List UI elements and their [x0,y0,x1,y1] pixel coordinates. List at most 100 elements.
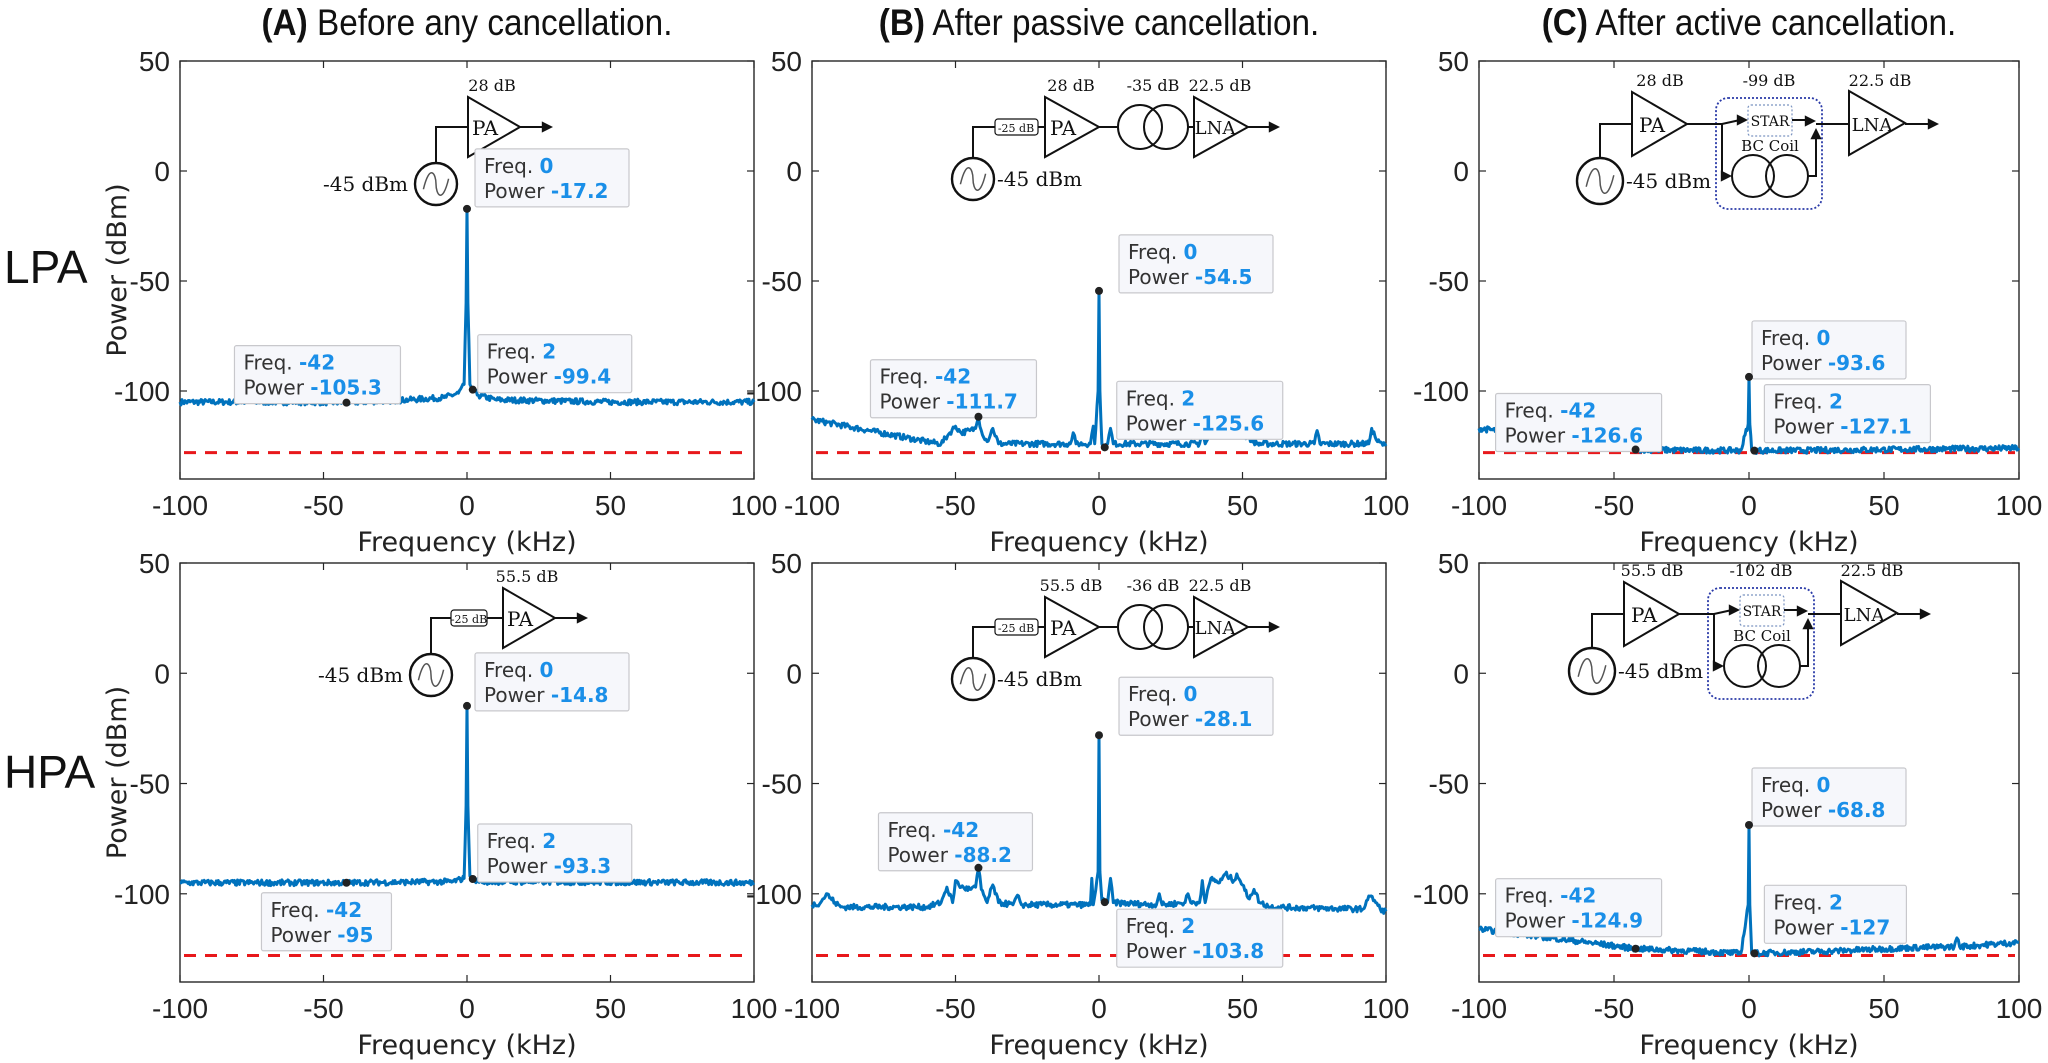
row-label-hpa: HPA [4,746,96,798]
datatip-power-value: -88.2 [954,843,1012,867]
source-level-label: -45 dBm [1626,169,1711,193]
datatip-marker [1100,898,1109,907]
y-tick-label: -100 [746,376,802,407]
datatip-power-label: Power [1126,939,1193,963]
datatip-power: Power -105.3 [243,376,381,400]
datatip-power-value: -68.8 [1828,798,1886,822]
x-tick-label: -100 [1451,993,1507,1024]
datatip-freq: Freq. 2 [1126,914,1195,938]
y-tick-label: -50 [762,266,802,297]
x-axis-label: Frequency (kHz) [1639,527,1858,558]
datatip-power: Power -111.7 [879,390,1017,414]
x-tick-label: 50 [1868,490,1899,521]
datatip-marker [974,412,983,421]
circuit-inset: -45 dBm PA 28 dB -99 dB STAR BC Coil LNA 22.5 d… [1575,71,1939,210]
y-tick-label: -100 [1413,376,1469,407]
x-tick-label: 100 [1363,490,1410,521]
title-label: (C) [1541,2,1588,43]
x-tick-label: -50 [1594,993,1634,1024]
amplifier-icon [1044,595,1102,659]
datatip-freq-value: -42 [326,898,362,922]
datatip-power: Power -125.6 [1126,411,1264,435]
chart-panel: -100 -50 0 50 100 50 0 -50 -100 Frequency (kHz) -4… [746,548,1409,1061]
lna-gain-label: 22.5 dB [1841,561,1904,580]
datatip-power: Power -95 [270,923,373,947]
x-tick-label: -100 [152,993,208,1024]
pa-gain-label: 55.5 dB [496,567,559,586]
datatip-box [869,359,1038,419]
arrow-head-icon [1804,115,1816,127]
x-axis-label: Frequency (kHz) [989,527,1208,558]
circuit-inset: -45 dBm -25 dB PA 28 dB -35 dB LNA 22.5 dB [950,76,1280,202]
arrow-head-icon [1802,618,1814,630]
y-tick-label: 50 [139,46,170,77]
datatip-freq: Freq. 0 [1761,773,1830,797]
datatip-freq-value: 0 [1817,773,1831,797]
datatip-box [1118,234,1274,294]
datatip-power: Power -88.2 [887,843,1011,867]
lna-gain-label: 22.5 dB [1849,71,1912,90]
amplifier-icon [1840,579,1900,647]
datatip-marker [468,385,477,394]
arrow-head-icon [1720,170,1732,182]
coil-gain-label: -36 dB [1127,576,1180,595]
title-label: (A) [261,2,308,43]
y-tick-label: -50 [1429,266,1469,297]
datatip-power: Power -54.5 [1128,265,1252,289]
wire [972,626,1045,658]
x-tick-label: 0 [1091,490,1107,521]
x-tick-label: 0 [1741,993,1757,1024]
x-tick-label: 0 [1741,490,1757,521]
datatip-box [1116,380,1284,440]
lna-label: LNA [1195,618,1237,639]
datatip-power-label: Power [1505,909,1572,933]
amplifier-icon [467,95,523,159]
coil-icon [1723,644,1767,688]
attenuator-box [994,618,1039,636]
x-tick-label: -50 [303,993,343,1024]
datatip-power: Power -93.3 [487,854,611,878]
x-tick-label: -50 [1594,490,1634,521]
datatip-box [477,823,633,883]
datatip-marker [463,701,471,710]
datatip-freq-value: 0 [1817,326,1831,350]
y-tick-label: 0 [786,156,802,187]
y-tick-label: 0 [786,658,802,689]
source-level-label: -45 dBm [323,172,408,196]
x-tick-label: 50 [1868,993,1899,1024]
title-column-c: (C) After active cancellation. [1542,2,1957,44]
datatip-marker [1631,445,1640,454]
datatip-marker [1745,820,1753,829]
y-tick-label: 50 [771,548,802,579]
datatip-power-value: -99.4 [554,365,612,389]
datatip-power: Power -68.8 [1761,798,1885,822]
canceller-box [1707,587,1815,700]
amplifier-icon [1193,95,1251,159]
datatip-freq-label: Freq. [484,658,540,682]
datatip-box [1751,320,1907,380]
arrow-head-icon [1927,118,1939,130]
datatip-marker [974,863,983,872]
datatip-power-label: Power [1126,411,1193,435]
datatip-marker [1095,286,1103,295]
datatip-freq-value: -42 [1560,884,1596,908]
x-tick-label: -100 [1451,490,1507,521]
